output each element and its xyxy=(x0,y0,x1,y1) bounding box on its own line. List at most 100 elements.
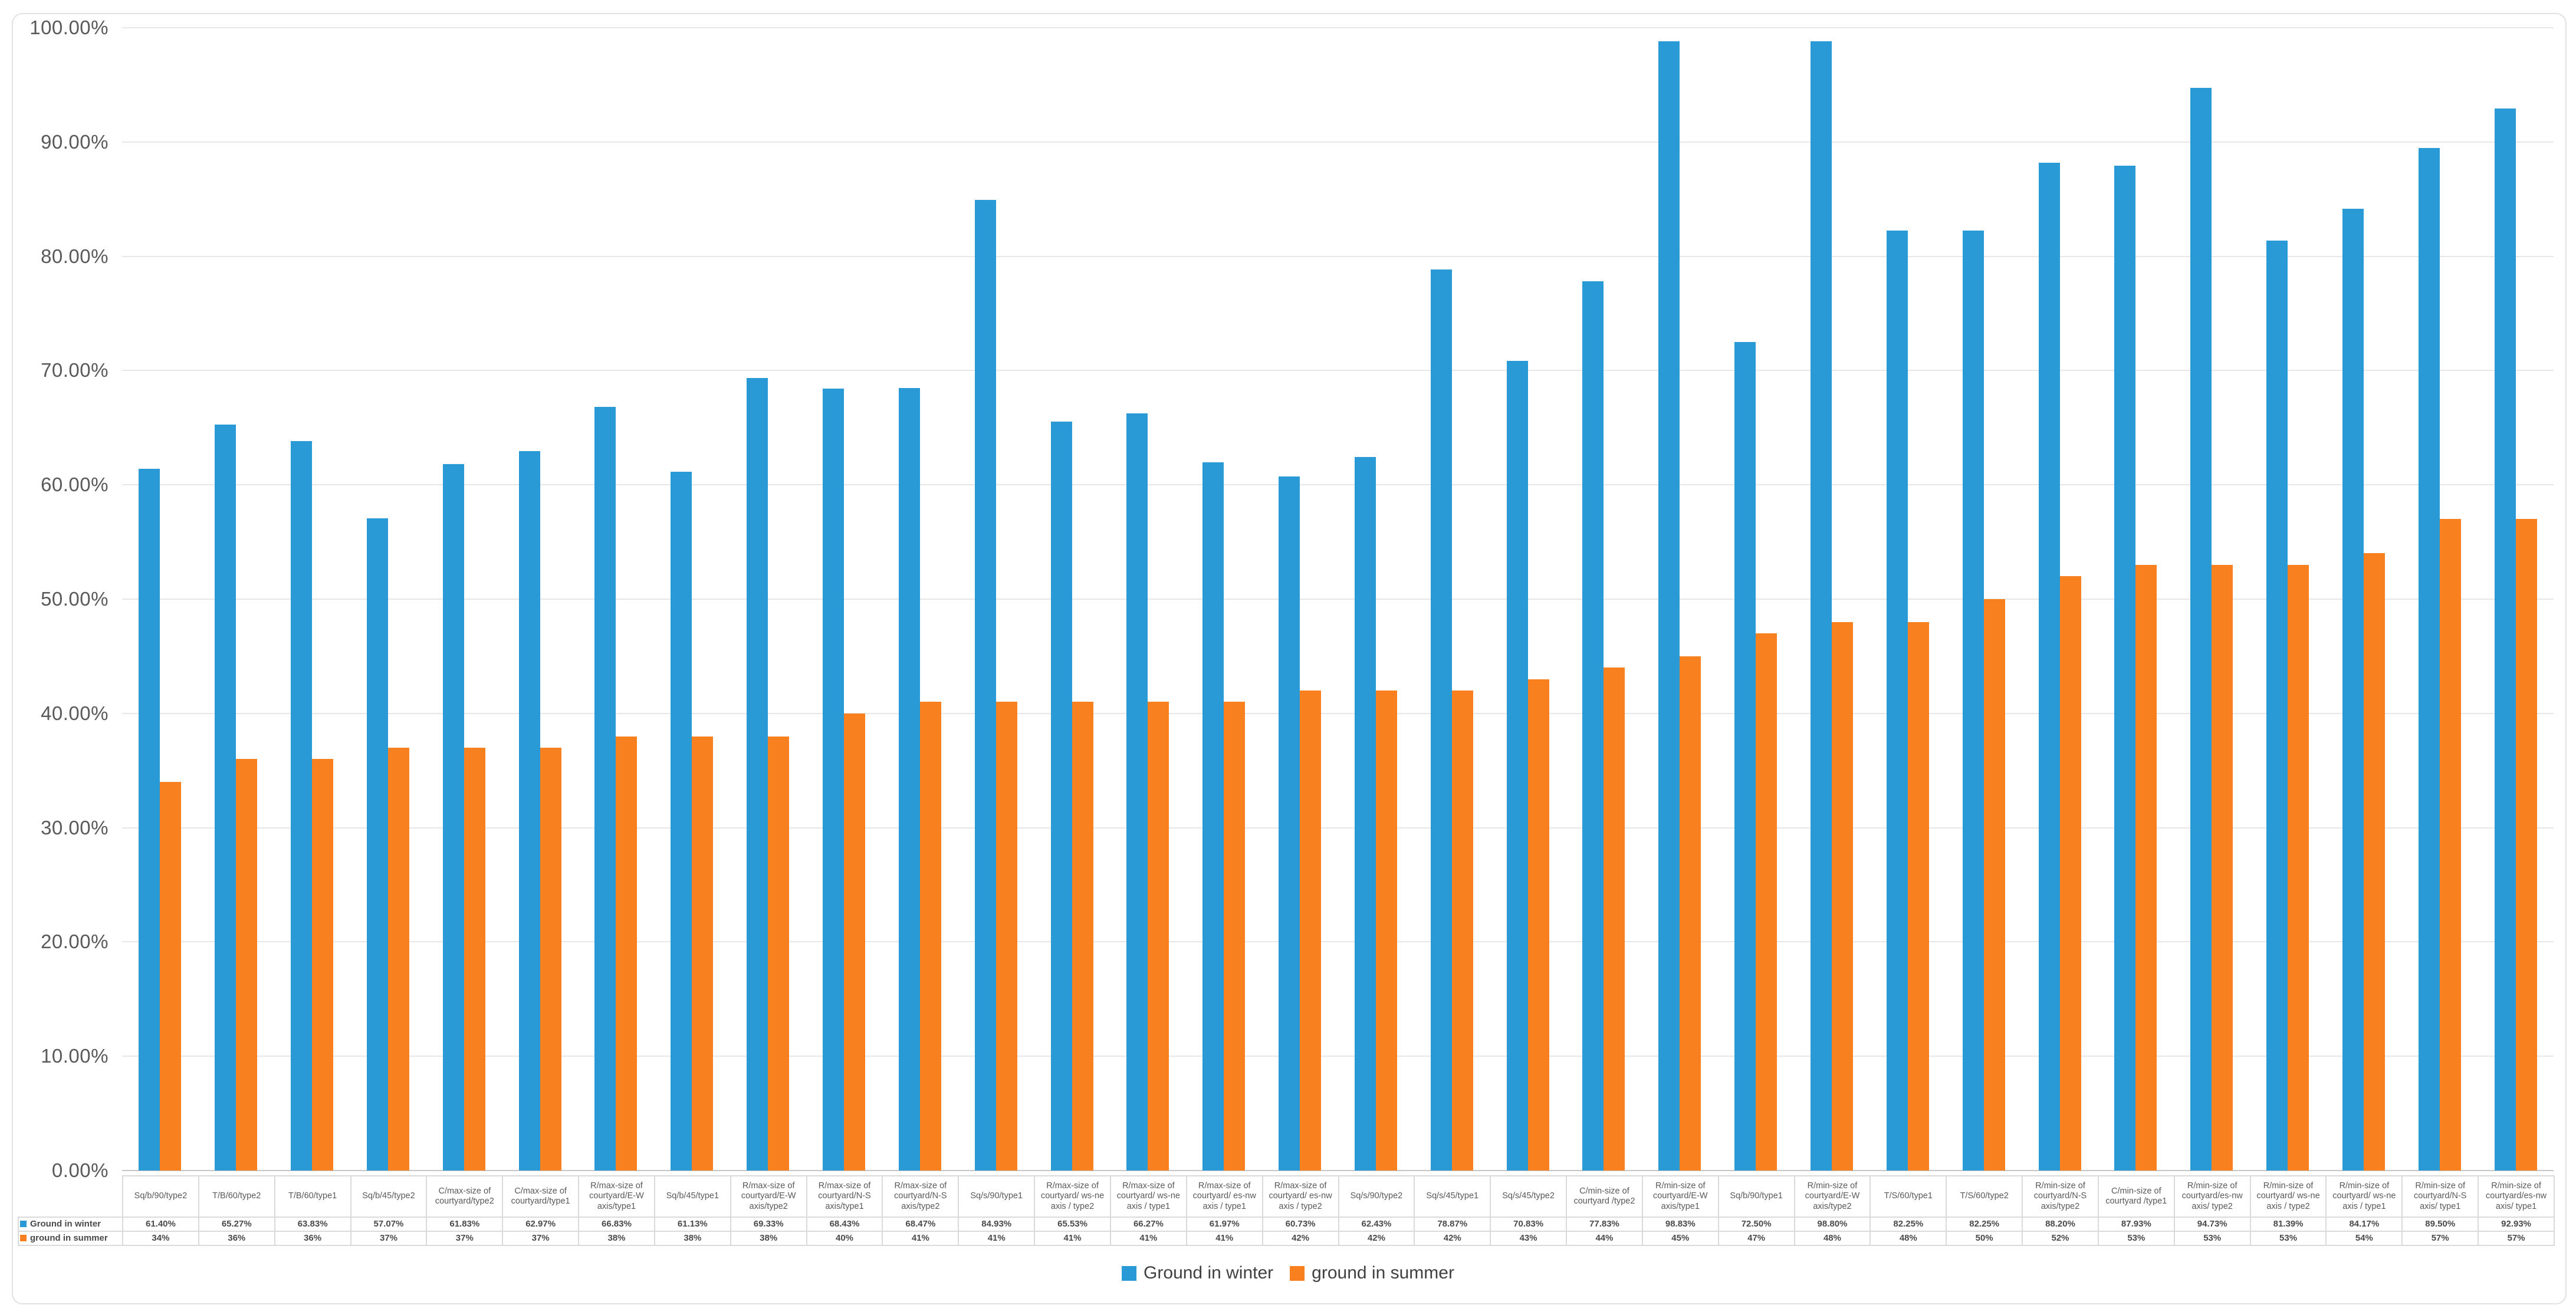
summer-bar xyxy=(1072,702,1093,1171)
summer-value-cell: 48% xyxy=(1869,1231,1947,1246)
winter-value-cell: 88.20% xyxy=(2022,1217,2099,1232)
summer-value-cell: 41% xyxy=(1109,1231,1187,1246)
summer-bar xyxy=(1300,691,1322,1171)
winter-bar xyxy=(2038,162,2060,1171)
y-axis-tick-label: 20.00% xyxy=(41,931,109,953)
bar-group xyxy=(502,28,578,1171)
category-header-cell: T/B/60/type2 xyxy=(198,1175,275,1218)
winter-bar xyxy=(2190,88,2212,1171)
summer-value-cell: 37% xyxy=(350,1231,428,1246)
summer-value-cell: 37% xyxy=(502,1231,580,1246)
summer-series-name: ground in summer xyxy=(30,1233,108,1244)
winter-bar xyxy=(1582,281,1604,1171)
winter-bar xyxy=(1202,462,1224,1171)
summer-bar xyxy=(1527,679,1549,1171)
winter-value-cell: 61.83% xyxy=(426,1217,504,1232)
bar-group xyxy=(1794,28,1870,1171)
bar-group xyxy=(122,28,198,1171)
summer-value-cell: 38% xyxy=(730,1231,807,1246)
summer-bar xyxy=(2515,519,2537,1171)
gridline xyxy=(122,1170,2554,1171)
gridline xyxy=(122,941,2554,943)
winter-legend-swatch-icon xyxy=(1122,1265,1137,1281)
summer-value-cell: 57% xyxy=(2478,1231,2555,1246)
category-header-cell: R/min-size of courtyard/es-nw axis/ type… xyxy=(2478,1175,2555,1218)
summer-value-cell: 45% xyxy=(1641,1231,1719,1246)
winter-bar xyxy=(139,469,160,1171)
category-header-cell: R/max-size of courtyard/N-S axis/type1 xyxy=(806,1175,883,1218)
summer-bar xyxy=(236,759,258,1171)
gridline xyxy=(122,827,2554,829)
summer-value-cell: 48% xyxy=(1793,1231,1871,1246)
winter-value-cell: 84.93% xyxy=(958,1217,1036,1232)
summer-bar xyxy=(2059,576,2081,1171)
summer-legend-label: ground in summer xyxy=(1312,1263,1454,1283)
summer-value-cell: 42% xyxy=(1338,1231,1415,1246)
category-header-cell: C/max-size of courtyard/type2 xyxy=(426,1175,504,1218)
winter-value-cell: 78.87% xyxy=(1414,1217,1491,1232)
winter-value-cell: 87.93% xyxy=(2097,1217,2175,1232)
summer-value-cell: 38% xyxy=(578,1231,655,1246)
winter-value-cell: 65.27% xyxy=(198,1217,275,1232)
winter-bar xyxy=(2266,240,2288,1171)
bar-series-area xyxy=(122,28,2554,1171)
winter-bar xyxy=(215,425,236,1171)
summer-bar xyxy=(1907,622,1929,1171)
bar-group xyxy=(1414,28,1490,1171)
summer-legend-swatch-icon xyxy=(1290,1265,1305,1281)
chart-data-table: Sq/b/90/type2 T/B/60/type2 T/B/60/type1 Sq/… xyxy=(18,1175,2555,1246)
winter-value-cell: 94.73% xyxy=(2173,1217,2251,1232)
category-header-cell: R/min-size of courtyard/N-S axis/type2 xyxy=(2022,1175,2099,1218)
summer-bar xyxy=(387,747,409,1171)
summer-value-cell: 36% xyxy=(274,1231,351,1246)
y-axis-tick-label: 70.00% xyxy=(41,359,109,382)
category-header-cell: C/min-size of courtyard /type2 xyxy=(1566,1175,1643,1218)
summer-value-cell: 54% xyxy=(2325,1231,2403,1246)
summer-bar xyxy=(692,736,714,1171)
category-header-cell: R/min-size of courtyard/ ws-ne axis / ty… xyxy=(2249,1175,2327,1218)
bar-group xyxy=(1642,28,1718,1171)
winter-bar xyxy=(747,378,768,1171)
bar-group xyxy=(274,28,350,1171)
summer-value-cell: 42% xyxy=(1261,1231,1339,1246)
category-header-cell: T/S/60/type2 xyxy=(1946,1175,2023,1218)
category-header-cell: C/min-size of courtyard /type1 xyxy=(2097,1175,2175,1218)
y-axis-tick-label: 60.00% xyxy=(41,474,109,496)
category-header-cell: R/max-size of courtyard/E-W axis/type2 xyxy=(730,1175,807,1218)
bar-group xyxy=(426,28,502,1171)
category-header-cell: R/max-size of courtyard/E-W axis/type1 xyxy=(578,1175,655,1218)
summer-bar xyxy=(2363,553,2385,1171)
summer-bar xyxy=(1604,668,1625,1171)
winter-value-cell: 68.47% xyxy=(882,1217,960,1232)
category-header-cell: R/min-size of courtyard/E-W axis/type2 xyxy=(1793,1175,1871,1218)
summer-value-cell: 40% xyxy=(806,1231,883,1246)
winter-bar xyxy=(442,463,464,1171)
category-header-cell: Sq/b/45/type2 xyxy=(350,1175,428,1218)
bar-group xyxy=(1490,28,1566,1171)
winter-value-cell: 89.50% xyxy=(2401,1217,2479,1232)
category-header-cell: Sq/s/45/type2 xyxy=(1490,1175,1568,1218)
summer-value-cell: 41% xyxy=(1185,1231,1263,1246)
summer-value-cell: 38% xyxy=(653,1231,731,1246)
winter-bar xyxy=(1126,413,1148,1171)
y-axis-tick-label: 90.00% xyxy=(41,130,109,153)
bar-group xyxy=(1110,28,1186,1171)
summer-value-cell: 47% xyxy=(1717,1231,1795,1246)
category-header-cell: R/max-size of courtyard/ ws-ne axis / ty… xyxy=(1034,1175,1111,1218)
summer-value-cell: 53% xyxy=(2097,1231,2175,1246)
summer-value-cell: 53% xyxy=(2249,1231,2327,1246)
bar-group xyxy=(350,28,426,1171)
gridline xyxy=(122,1056,2554,1057)
winter-bar xyxy=(594,406,616,1171)
bar-group xyxy=(730,28,806,1171)
category-header-cell: R/max-size of courtyard/N-S axis/type2 xyxy=(882,1175,960,1218)
winter-value-cell: 72.50% xyxy=(1717,1217,1795,1232)
winter-value-cell: 61.97% xyxy=(1185,1217,1263,1232)
winter-value-cell: 82.25% xyxy=(1869,1217,1947,1232)
winter-bar xyxy=(2494,109,2516,1171)
winter-value-cell: 63.83% xyxy=(274,1217,351,1232)
winter-row-header: Ground in winter xyxy=(18,1217,123,1232)
winter-bar xyxy=(671,472,692,1171)
category-header-cell: T/B/60/type1 xyxy=(274,1175,351,1218)
bar-group xyxy=(2325,28,2401,1171)
